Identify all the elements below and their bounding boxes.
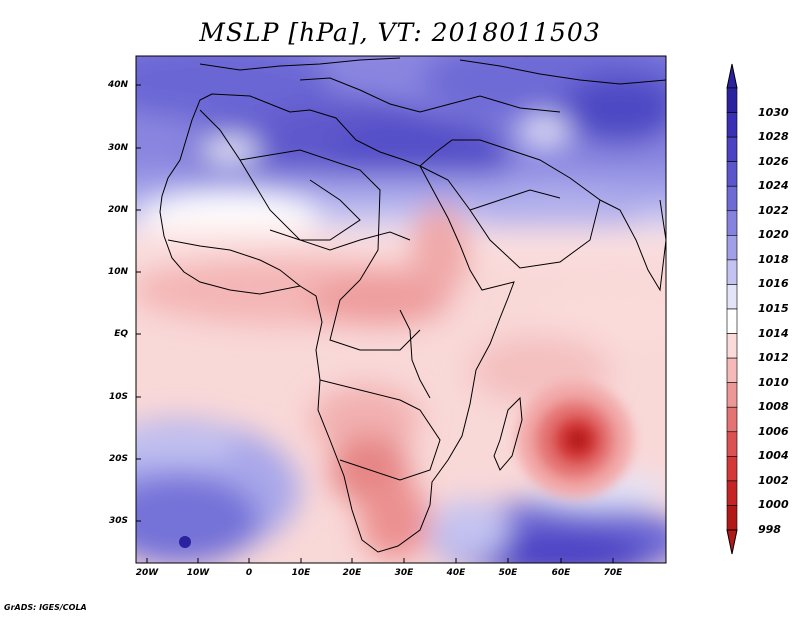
colorbar-label-1024: 1024 xyxy=(758,179,789,193)
colorbar-swatch-1028 xyxy=(726,112,738,138)
colorbar-swatch-1012 xyxy=(726,333,738,359)
colorbar-swatch-1020 xyxy=(726,210,738,236)
colorbar-swatch-1006 xyxy=(726,406,738,433)
colorbar-swatch-1010 xyxy=(726,357,738,383)
colorbar-label-1000: 1000 xyxy=(758,498,789,512)
lat-label-30n: 30N xyxy=(107,143,128,153)
colorbar-label-1026: 1026 xyxy=(758,154,789,168)
map-frame xyxy=(135,55,667,564)
colorbar-label-1006: 1006 xyxy=(758,424,789,438)
lon-label-60e: 60E xyxy=(551,568,571,578)
coastlines xyxy=(159,57,666,553)
colorbar-swatch-1022 xyxy=(726,185,738,212)
colorbar-label-1022: 1022 xyxy=(758,203,789,217)
map-title: MSLP [hPa], VT: 2018011503 xyxy=(199,18,601,47)
colorbar-top-arrow xyxy=(726,63,738,89)
lon-label-70e: 70E xyxy=(603,568,623,578)
colorbar-label-1015: 1015 xyxy=(758,302,789,315)
colorbar-swatch-1014 xyxy=(726,308,738,334)
lat-label-30s: 30S xyxy=(108,516,128,526)
colorbar-swatch-1004 xyxy=(726,431,738,457)
colorbar-swatch-1016 xyxy=(726,259,738,285)
lon-label-40e: 40E xyxy=(446,568,466,578)
lon-label-0: 0 xyxy=(245,568,253,578)
grads-credit: GrADS: IGES/COLA xyxy=(4,603,87,612)
colorbar-swatch-1024 xyxy=(726,161,738,187)
colorbar-label-1028: 1028 xyxy=(758,130,789,144)
colorbar-swatch-1015 xyxy=(726,284,738,310)
colorbar-label-1014: 1014 xyxy=(758,326,789,340)
axis-ticks xyxy=(136,84,614,563)
lat-label-20s: 20S xyxy=(108,454,128,464)
colorbar-label-1002: 1002 xyxy=(758,473,789,487)
lat-label-10s: 10S xyxy=(108,392,128,402)
colorbar-swatch-1018 xyxy=(726,235,738,261)
lon-label-20w: 20W xyxy=(135,568,159,578)
lon-label-30e: 30E xyxy=(394,568,414,578)
colorbar-label-1010: 1010 xyxy=(758,375,789,389)
lat-label-eq: EQ xyxy=(114,329,128,339)
lat-label-10n: 10N xyxy=(107,267,128,277)
colorbar-swatch-1026 xyxy=(726,136,738,162)
colorbar-label-1020: 1020 xyxy=(758,228,789,242)
colorbar-label-1004: 1004 xyxy=(758,449,789,463)
pressure-field xyxy=(136,56,666,563)
colorbar-swatch-1000 xyxy=(726,480,738,506)
colorbar-label-1018: 1018 xyxy=(758,252,789,266)
lat-label-40n: 40N xyxy=(107,80,128,90)
colorbar-swatch-1002 xyxy=(726,456,738,482)
lon-label-10e: 10E xyxy=(291,568,311,578)
colorbar-swatch-1030 xyxy=(726,87,738,113)
lon-label-10w: 10W xyxy=(186,568,210,578)
lon-label-20e: 20E xyxy=(342,568,362,578)
lat-label-20n: 20N xyxy=(107,205,128,215)
colorbar-label-1008: 1008 xyxy=(758,400,789,414)
colorbar-label-1030: 1030 xyxy=(758,105,789,119)
colorbar xyxy=(726,63,738,555)
colorbar-label-1016: 1016 xyxy=(758,277,789,291)
lon-label-50e: 50E xyxy=(498,568,518,578)
colorbar-swatch-998 xyxy=(726,505,738,531)
colorbar-label-1012: 1012 xyxy=(758,351,789,365)
colorbar-swatch-1008 xyxy=(726,382,738,408)
colorbar-label-998: 998 xyxy=(758,523,781,536)
colorbar-bottom-arrow xyxy=(726,529,738,555)
